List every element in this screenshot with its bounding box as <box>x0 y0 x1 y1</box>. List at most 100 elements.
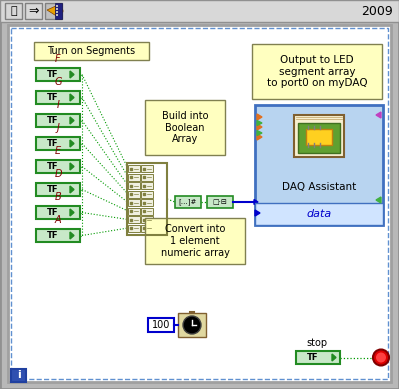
Bar <box>36 183 80 196</box>
Text: TF: TF <box>47 139 59 148</box>
Bar <box>128 173 140 180</box>
Circle shape <box>373 349 389 366</box>
Bar <box>11 369 26 382</box>
Bar <box>306 129 332 145</box>
Text: J: J <box>57 123 59 133</box>
Text: Turn on Segments: Turn on Segments <box>47 46 136 56</box>
Text: B: B <box>55 192 61 202</box>
Bar <box>36 114 80 127</box>
Bar <box>56 14 58 16</box>
Polygon shape <box>70 209 74 216</box>
Text: TF: TF <box>47 116 59 125</box>
Text: Output to LED
segment array
to port0 on myDAQ: Output to LED segment array to port0 on … <box>267 55 367 88</box>
Bar <box>128 165 140 172</box>
Bar <box>141 173 153 180</box>
Bar <box>36 206 80 219</box>
Bar <box>141 207 153 214</box>
Bar <box>25 3 42 19</box>
Text: TF: TF <box>47 185 59 194</box>
Text: D: D <box>54 169 62 179</box>
Bar <box>128 207 140 214</box>
Bar <box>56 11 58 13</box>
Text: data: data <box>306 209 332 219</box>
Polygon shape <box>257 114 262 120</box>
Polygon shape <box>332 354 336 361</box>
Bar <box>36 229 80 242</box>
Circle shape <box>183 316 201 334</box>
Bar <box>141 191 153 198</box>
Polygon shape <box>376 112 381 118</box>
Polygon shape <box>254 200 258 205</box>
Bar <box>255 105 383 225</box>
Polygon shape <box>70 140 74 147</box>
Polygon shape <box>257 130 262 135</box>
Text: i: i <box>17 370 20 380</box>
Text: TF: TF <box>47 162 59 171</box>
Polygon shape <box>257 134 262 140</box>
Text: E: E <box>55 146 61 156</box>
Bar <box>145 100 225 155</box>
Bar <box>55 3 62 19</box>
Text: TF: TF <box>47 208 59 217</box>
Bar <box>36 91 80 104</box>
Polygon shape <box>70 71 74 78</box>
Text: F: F <box>55 54 61 64</box>
Text: […]#: […]# <box>179 199 197 205</box>
Bar <box>56 5 58 7</box>
Bar <box>56 8 58 10</box>
Bar <box>36 160 80 173</box>
Bar <box>128 182 140 189</box>
Text: stop: stop <box>306 338 328 348</box>
Text: I: I <box>57 100 59 110</box>
Polygon shape <box>257 121 262 126</box>
Bar <box>128 199 140 206</box>
Bar <box>127 163 167 235</box>
Bar <box>141 165 153 172</box>
Text: A: A <box>55 215 61 225</box>
Bar <box>141 216 153 223</box>
Bar <box>175 196 201 208</box>
Bar <box>141 199 153 206</box>
Bar <box>148 318 174 332</box>
Text: 100: 100 <box>152 320 170 330</box>
Polygon shape <box>255 210 260 216</box>
Polygon shape <box>257 124 262 130</box>
Bar <box>252 44 382 99</box>
Polygon shape <box>70 163 74 170</box>
Polygon shape <box>70 117 74 124</box>
Text: TF: TF <box>47 70 59 79</box>
Bar <box>296 351 340 364</box>
Polygon shape <box>70 186 74 193</box>
Polygon shape <box>70 94 74 101</box>
Text: Convert into
1 element
numeric array: Convert into 1 element numeric array <box>160 224 229 258</box>
Polygon shape <box>70 232 74 239</box>
Bar <box>298 123 340 153</box>
Text: DAQ Assistant: DAQ Assistant <box>282 182 356 192</box>
Polygon shape <box>47 5 63 17</box>
Bar <box>145 218 245 264</box>
Text: ⇒: ⇒ <box>28 5 39 18</box>
Text: □·⊟: □·⊟ <box>213 199 227 205</box>
Bar <box>141 182 153 189</box>
Text: TF: TF <box>307 353 318 362</box>
Bar <box>255 203 383 225</box>
Bar <box>0 0 399 22</box>
Polygon shape <box>376 197 381 203</box>
Bar <box>5 3 22 19</box>
Bar <box>34 42 149 60</box>
Bar <box>178 313 206 337</box>
Bar <box>128 191 140 198</box>
Circle shape <box>376 352 386 363</box>
Bar <box>207 196 233 208</box>
Bar <box>36 137 80 150</box>
Bar <box>36 68 80 81</box>
Text: ✋: ✋ <box>10 6 17 16</box>
Bar <box>128 224 140 231</box>
Text: Build into
Boolean
Array: Build into Boolean Array <box>162 111 208 144</box>
Text: G: G <box>54 77 62 87</box>
Bar <box>141 224 153 231</box>
Text: 2009: 2009 <box>361 5 393 18</box>
Bar <box>294 115 344 157</box>
Text: TF: TF <box>47 231 59 240</box>
Bar <box>45 3 62 19</box>
